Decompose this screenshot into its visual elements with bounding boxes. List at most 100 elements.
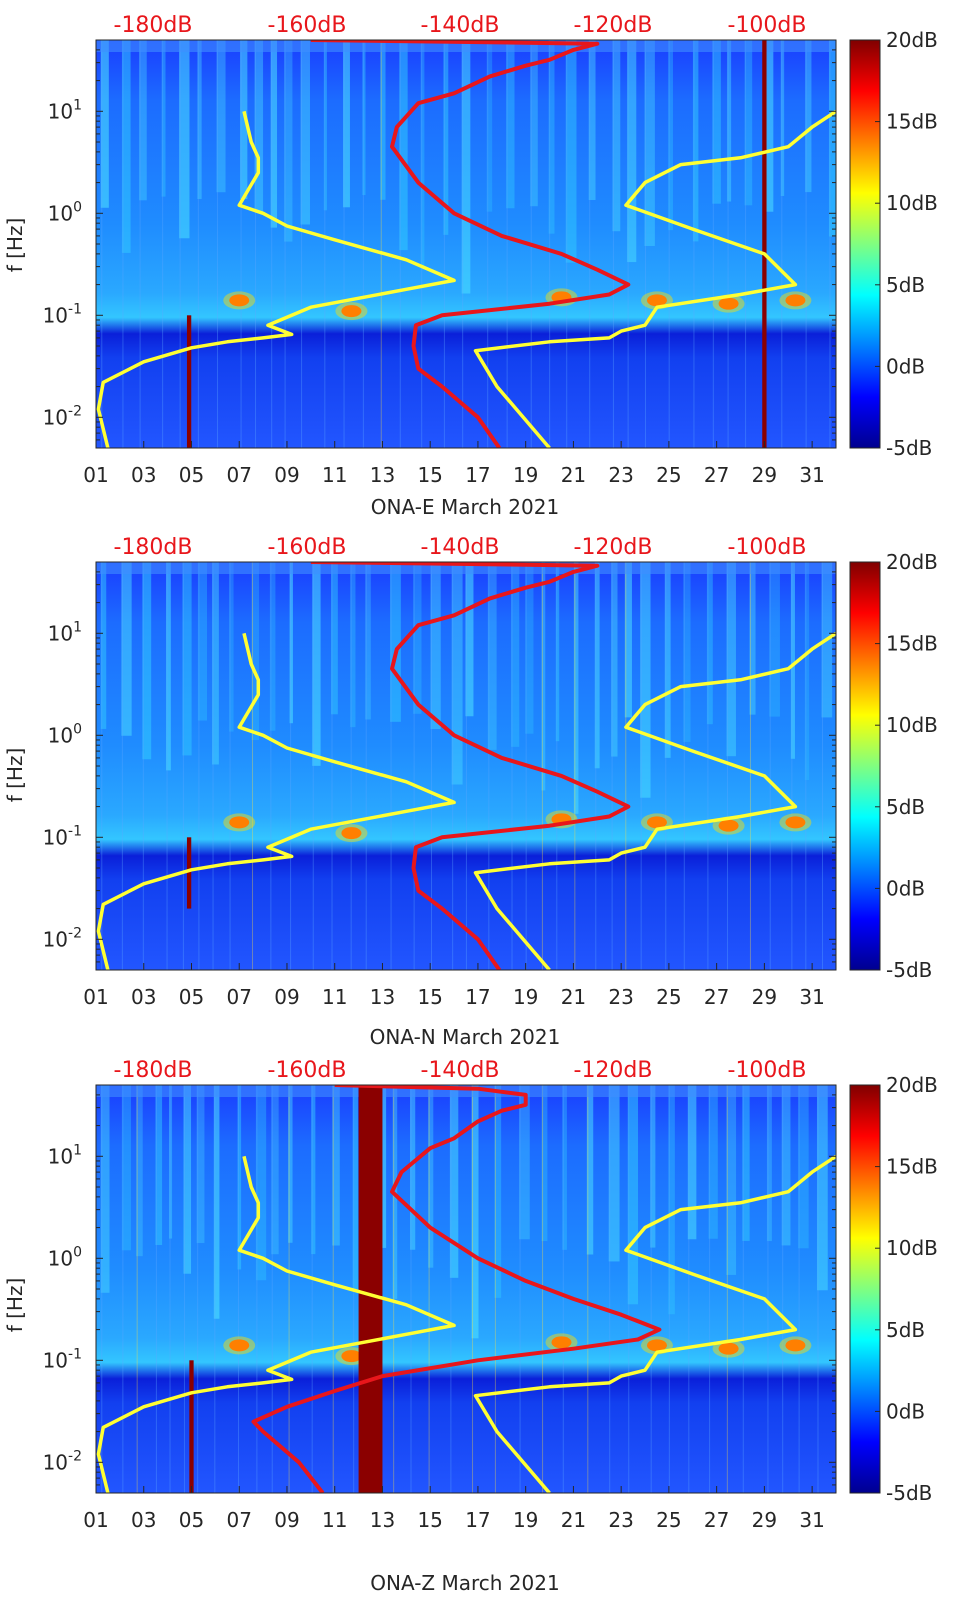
panel-z-top-band	[96, 1085, 836, 1097]
panel-z-colorbar-label: -5dB	[886, 1481, 932, 1505]
panel-z-y-tick-label: 10-1	[43, 1346, 82, 1372]
panel-z-x-tick-label: 27	[704, 1508, 729, 1532]
panel-z-streak	[742, 1085, 750, 1241]
panel-z-streak	[332, 1085, 340, 1246]
panel-z-hot-column	[358, 1085, 383, 1493]
panel-z-streak	[155, 1085, 163, 1246]
panel-e-streak	[762, 40, 774, 212]
panel-e-streak	[548, 40, 555, 234]
panel-n-peak	[646, 816, 667, 829]
panel-z-db-label: -100dB	[728, 1058, 807, 1083]
panel-n-db-label: -120dB	[574, 535, 653, 560]
panel-e-streak	[668, 40, 673, 231]
panel-e-peak	[341, 305, 362, 318]
panel-e-x-tick-label: 09	[274, 463, 299, 487]
panel-n-streak	[640, 562, 651, 798]
panel-e-colorbar-label: 20dB	[886, 28, 938, 52]
panel-e-x-tick-label: 15	[417, 463, 442, 487]
panel-e-streak	[179, 40, 190, 239]
panel-e-yellow-curve	[473, 109, 836, 448]
panel-n-colorbar-gradient	[849, 561, 881, 971]
panel-z-x-tick-label: 21	[561, 1508, 586, 1532]
panel-z-streak	[255, 1085, 267, 1281]
panel-n-streak	[212, 562, 219, 765]
panel-e-streak	[399, 40, 408, 251]
panel-z-streak	[237, 1085, 242, 1270]
panel-n-x-axis-label: ONA-N March 2021	[370, 1025, 561, 1049]
panel-z-colorbar-label: 20dB	[886, 1073, 938, 1097]
panel-n-db-label: -140dB	[421, 535, 500, 560]
panel-e-streak	[343, 40, 350, 208]
panel-z-streak	[835, 1085, 836, 1240]
panel-z-peak-halo	[545, 1333, 578, 1352]
panel-z-streak	[708, 1085, 718, 1239]
panel-e-y-tick-label: 100	[48, 199, 82, 225]
panel-z-streak	[213, 1085, 220, 1319]
panel-z-x-axis-label: ONA-Z March 2021	[370, 1571, 559, 1595]
panel-e-colorbar: 20dB 15dB 10dB 5dB 0dB -5dB	[849, 28, 938, 460]
panel-e-db-label: -160dB	[268, 13, 347, 38]
panel-n-streak	[573, 562, 579, 814]
panel-n-streak	[769, 562, 780, 717]
panel-e-x-tick-label: 01	[83, 463, 108, 487]
panel-z-peak-halo	[779, 1336, 812, 1355]
panel-e-streak	[530, 40, 538, 207]
panel-e-hot-column	[762, 40, 767, 448]
panel-n-x-tick-label: 29	[752, 985, 777, 1009]
panel-n-x-tick-label: 25	[656, 985, 681, 1009]
panel-z-peak	[718, 1342, 739, 1355]
panel-z-x-tick-label: 31	[799, 1508, 824, 1532]
panel-e-streak	[121, 40, 131, 253]
panel-e-x-tick-label: 13	[370, 463, 395, 487]
panel-z-x-ticks: 01 03 05 07 09 11 13 15 17 19 21 23 25 27 29 31	[83, 1486, 825, 1532]
panel-z-yellow-curve	[96, 1155, 456, 1493]
panel-e-y-ticks: 10-2 10-1 100 101	[43, 39, 836, 449]
panel-e-streak	[216, 40, 226, 193]
panel-z-colorbar-label: 0dB	[886, 1399, 925, 1423]
panel-z-x-tick-label: 15	[417, 1508, 442, 1532]
panel-n-red-curve	[310, 562, 631, 970]
panel-z-streak	[449, 1085, 459, 1278]
panel-n-streak	[331, 562, 338, 715]
panel-e-colorbar-label: -5dB	[886, 436, 932, 460]
panel-z-streak	[271, 1085, 279, 1255]
panel-z-plot	[95, 1084, 837, 1494]
panel-n-streak	[541, 562, 546, 791]
panel-z-y-tick-label: 10-2	[43, 1448, 82, 1474]
panel-e-streak	[362, 40, 366, 196]
panel-e-db-label: -120dB	[574, 13, 653, 38]
panel-e-colorbar-label: 10dB	[886, 191, 938, 215]
panel-n-colorbar: 20dB 15dB 10dB 5dB 0dB -5dB	[849, 550, 938, 982]
panel-e-streak	[420, 40, 425, 270]
panel-n-y-tick-label: 101	[48, 619, 82, 645]
panel-e-streak	[627, 40, 637, 263]
panel-e-red-curve	[310, 40, 631, 448]
panel-z-colorbar-label: 15dB	[886, 1155, 938, 1179]
panel-n-streak	[289, 562, 293, 724]
panel-z-streak	[121, 1085, 131, 1251]
panel-z-peak	[229, 1339, 250, 1352]
panel-n-y-axis-label: f [Hz]	[3, 748, 27, 803]
panel-z-streak	[586, 1085, 594, 1255]
panel-n-streak	[594, 562, 600, 769]
panel-n-colorbar-label: -5dB	[886, 958, 932, 982]
panel-n-streak	[197, 562, 208, 721]
panel-n-x-tick-label: 03	[131, 985, 156, 1009]
panel-z-streak	[781, 1085, 791, 1246]
panel-e-peak-halo	[223, 291, 256, 310]
panel-e-streak	[270, 40, 278, 228]
panel-e-streak	[161, 40, 166, 197]
panel-z-streak	[196, 1085, 205, 1244]
panel-n-peak-halo	[223, 813, 256, 832]
panel-e-x-tick-label: 25	[656, 463, 681, 487]
panel-e-streak	[461, 40, 471, 294]
panel-n-x-tick-label: 07	[226, 985, 251, 1009]
panel-z-yellow-curve	[473, 1154, 836, 1493]
panel-n-streak	[525, 562, 534, 734]
panel-z-streak	[519, 1085, 530, 1240]
panel-e-streak	[197, 40, 202, 200]
panel-z-peak-halo	[223, 1336, 256, 1355]
panel-e-x-tick-label: 29	[752, 463, 777, 487]
panel-n-streak	[142, 562, 152, 760]
panel-z-streak	[169, 1085, 173, 1239]
